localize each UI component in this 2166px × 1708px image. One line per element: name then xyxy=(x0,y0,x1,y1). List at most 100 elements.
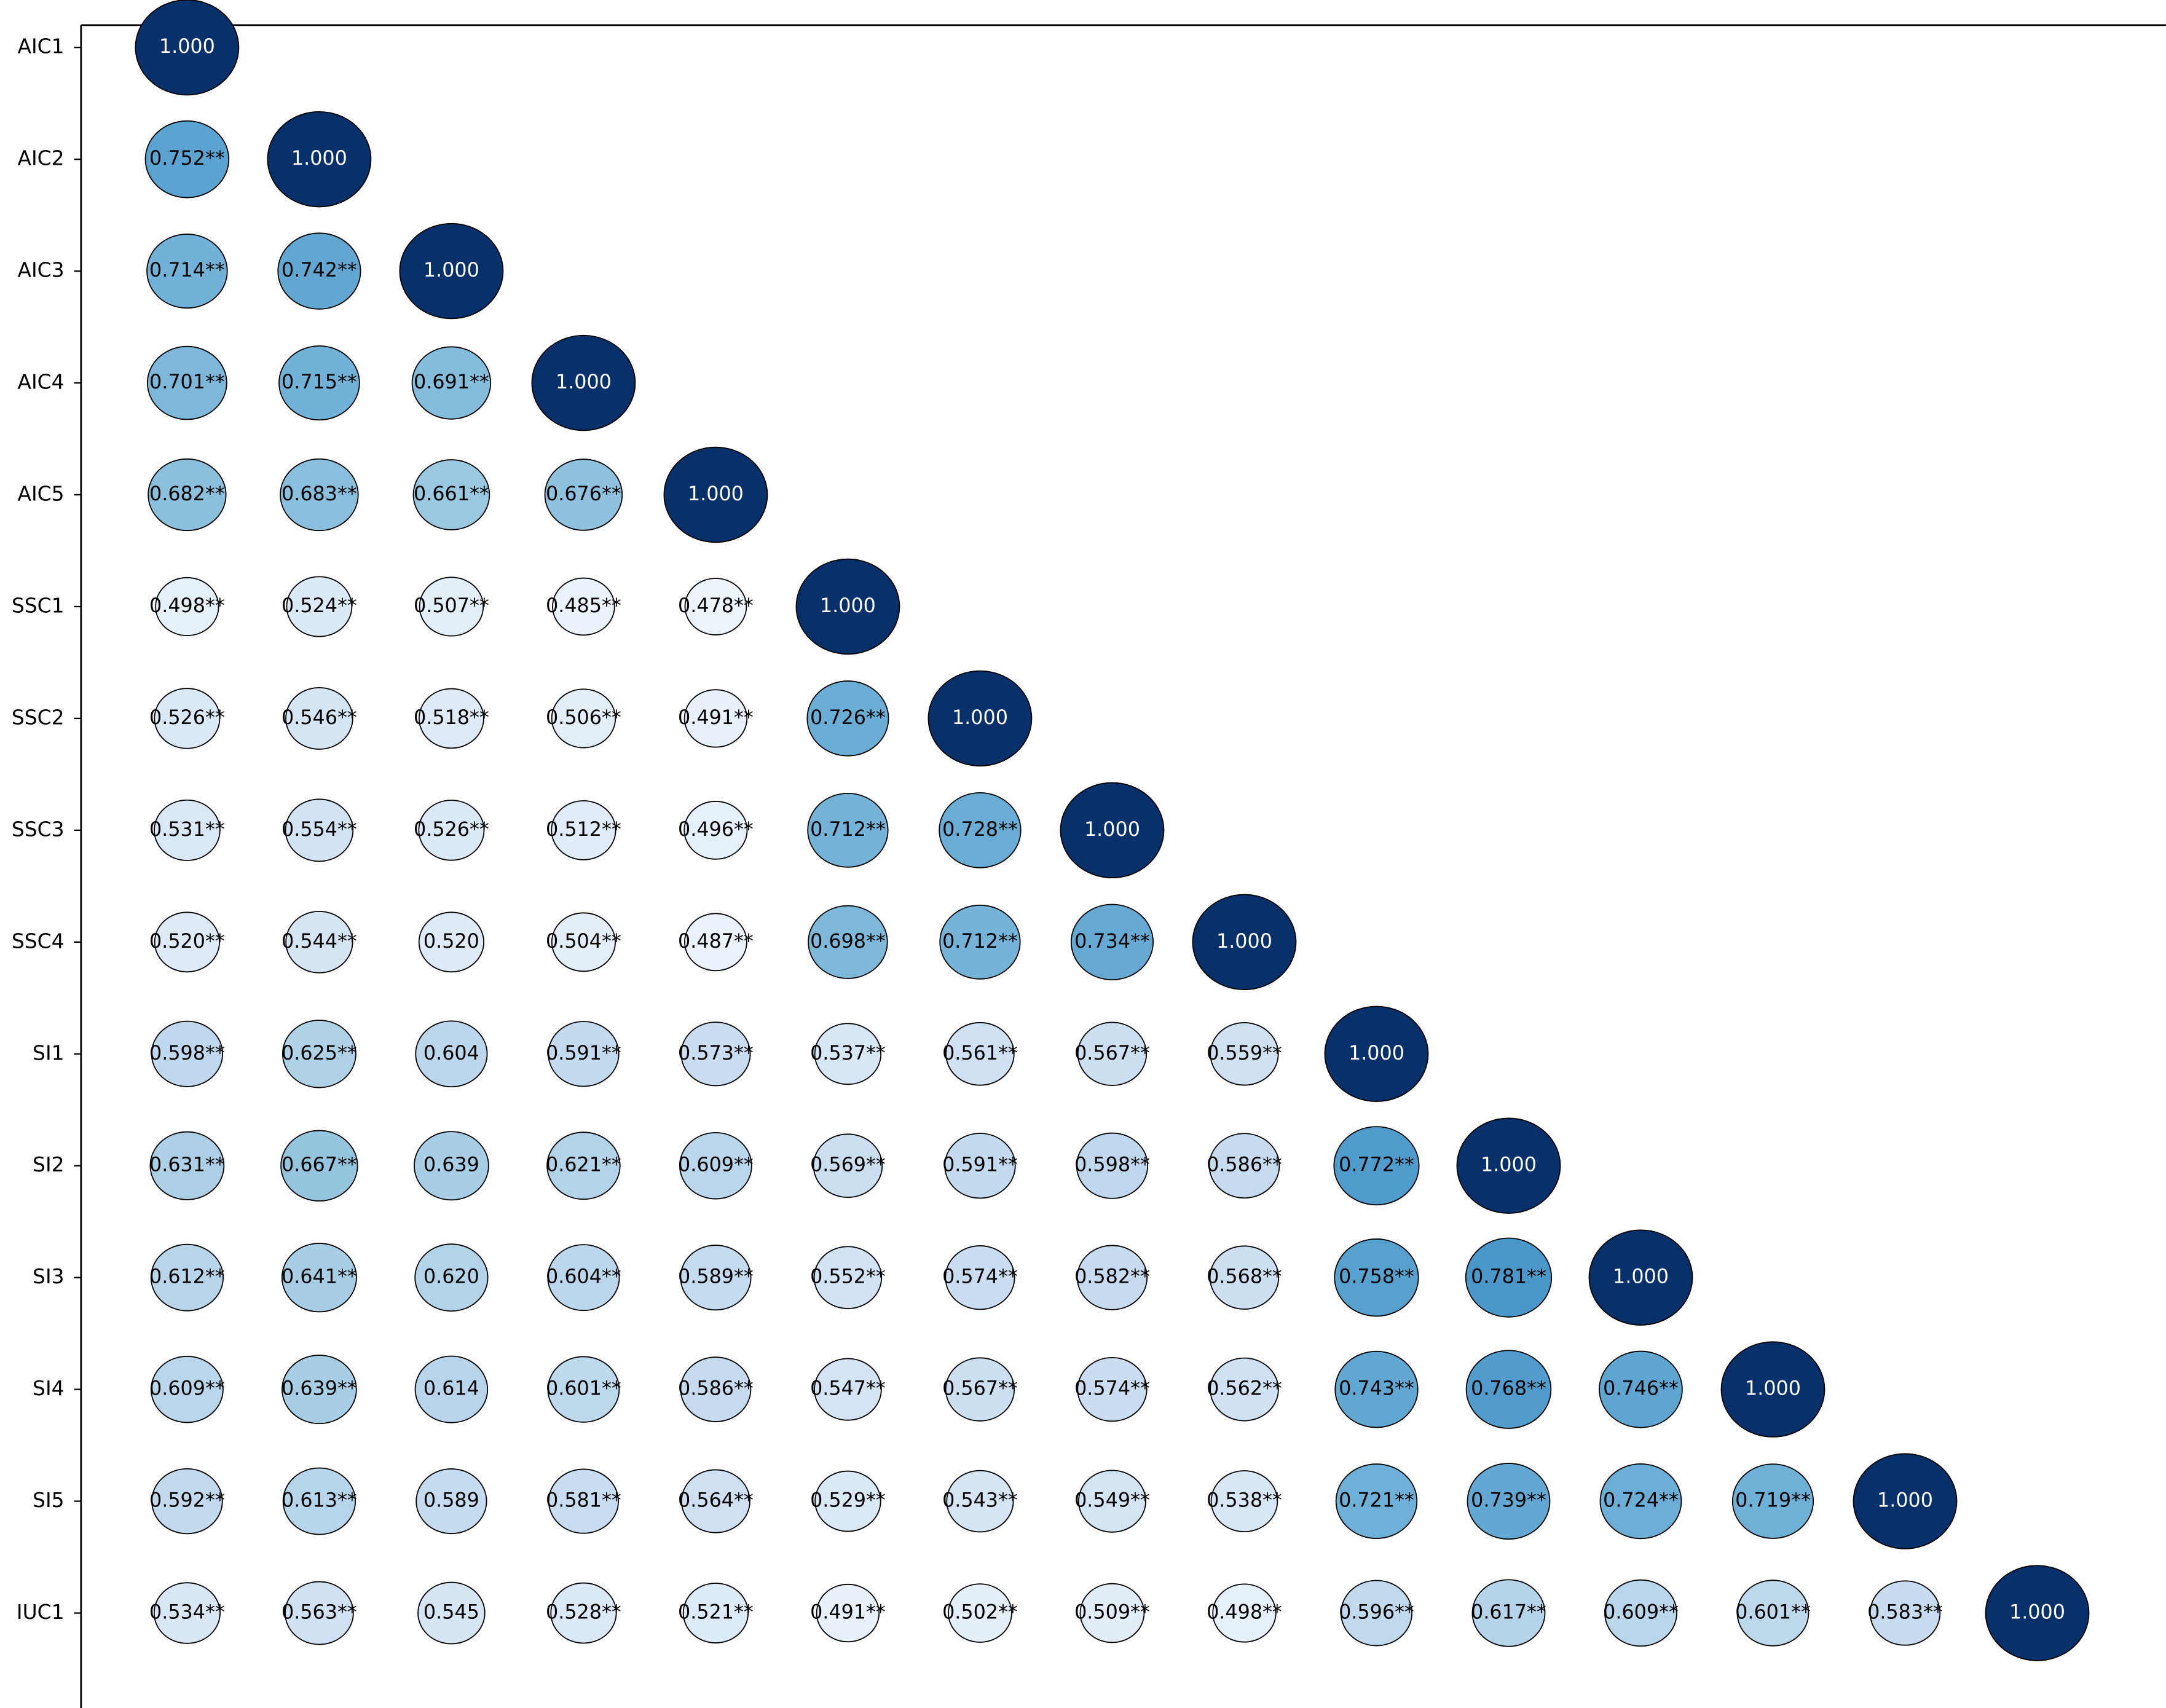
value-label: 0.498** xyxy=(149,595,225,617)
correlation-bubble xyxy=(1070,903,1154,981)
correlation-bubble xyxy=(1208,1133,1280,1199)
correlation-bubble xyxy=(1985,1565,2090,1661)
correlation-bubble xyxy=(1465,1350,1552,1429)
value-label: 0.534** xyxy=(149,1602,225,1624)
value-label: 0.661** xyxy=(414,483,489,505)
value-label: 0.614 xyxy=(423,1378,479,1400)
correlation-bubble xyxy=(1333,1126,1420,1206)
correlation-bubble xyxy=(153,1582,221,1644)
correlation-bubble xyxy=(1731,1463,1814,1539)
value-label: 0.734** xyxy=(1074,931,1150,953)
value-label: 0.714** xyxy=(149,259,225,281)
correlation-bubble xyxy=(1720,1341,1825,1438)
y-tick-label: SSC4 xyxy=(12,929,65,953)
value-label: 0.506** xyxy=(546,707,621,729)
value-label: 1.000 xyxy=(2009,1602,2065,1624)
value-label: 0.609** xyxy=(1603,1602,1679,1624)
y-tick-label: SI5 xyxy=(33,1488,65,1512)
y-tick-label: SSC2 xyxy=(12,705,65,729)
correlation-bubble xyxy=(285,798,354,862)
correlation-bubble xyxy=(1869,1580,1941,1646)
value-label: 0.639** xyxy=(282,1378,357,1400)
correlation-bubble xyxy=(814,1023,882,1085)
correlation-bubble xyxy=(1212,1583,1277,1643)
y-tick-label: IUC1 xyxy=(17,1600,65,1624)
y-tick-label: SI3 xyxy=(33,1264,65,1288)
value-label: 0.768** xyxy=(1471,1378,1546,1400)
correlation-bubble xyxy=(680,1469,750,1533)
correlation-bubble xyxy=(154,688,221,749)
correlation-bubble xyxy=(684,578,747,636)
correlation-bubble xyxy=(146,234,228,309)
value-label: 0.589 xyxy=(423,1490,479,1512)
value-label: 0.547** xyxy=(810,1378,886,1400)
correlation-bubble xyxy=(548,1021,620,1087)
value-label: 0.538** xyxy=(1207,1490,1282,1512)
value-label: 1.000 xyxy=(1481,1154,1537,1176)
correlation-bubble xyxy=(1077,1356,1148,1422)
correlation-bubble xyxy=(531,334,636,431)
value-label: 0.574** xyxy=(1074,1378,1150,1400)
correlation-bubble xyxy=(282,1020,356,1088)
correlation-bubble xyxy=(945,1245,1015,1310)
correlation-bubble xyxy=(1210,1022,1279,1086)
correlation-bubble xyxy=(284,1581,354,1645)
value-label: 1.000 xyxy=(820,595,876,617)
value-label: 0.592** xyxy=(149,1490,225,1512)
value-label: 0.563** xyxy=(282,1602,357,1624)
value-label: 0.604** xyxy=(546,1266,621,1288)
correlation-bubble xyxy=(946,1470,1014,1533)
correlation-bubble xyxy=(546,1131,621,1200)
correlation-bubble xyxy=(414,1243,489,1312)
correlation-bubble xyxy=(1335,1463,1418,1540)
correlation-bubble xyxy=(544,458,623,531)
value-label: 0.485** xyxy=(546,595,621,617)
value-label: 0.567** xyxy=(1074,1042,1150,1065)
value-label: 0.676** xyxy=(546,483,621,505)
correlation-bubble xyxy=(415,1020,488,1088)
value-label: 0.573** xyxy=(678,1042,754,1065)
correlation-bubble xyxy=(816,1583,880,1643)
value-label: 0.554** xyxy=(282,819,357,841)
value-label: 0.641** xyxy=(282,1266,357,1288)
value-label: 1.000 xyxy=(1084,819,1140,841)
correlation-bubble xyxy=(1210,1357,1279,1422)
correlation-bubble xyxy=(1599,1463,1682,1540)
y-tick-label: AIC2 xyxy=(17,146,64,170)
value-label: 0.549** xyxy=(1074,1490,1150,1512)
value-label: 0.582** xyxy=(1074,1266,1150,1288)
value-label: 1.000 xyxy=(159,36,215,58)
correlation-bubble xyxy=(281,1243,357,1313)
value-label: 0.781** xyxy=(1471,1266,1546,1288)
value-label: 1.000 xyxy=(1877,1490,1933,1512)
value-label: 0.598** xyxy=(1074,1154,1150,1176)
correlation-bubble xyxy=(418,800,485,861)
correlation-bubble xyxy=(547,1244,620,1312)
correlation-bubble xyxy=(1077,1470,1146,1533)
correlation-bubble xyxy=(1471,1579,1546,1647)
correlation-bubble xyxy=(282,1355,357,1425)
correlation-bubble xyxy=(415,1468,487,1535)
correlation-bubble xyxy=(945,1021,1015,1086)
correlation-bubble xyxy=(1736,1580,1810,1647)
value-label: 0.518** xyxy=(414,707,489,729)
value-label: 0.478** xyxy=(678,595,754,617)
correlation-bubble xyxy=(148,458,227,532)
correlation-bubble xyxy=(417,1581,486,1645)
value-label: 0.564** xyxy=(678,1490,754,1512)
value-label: 0.591** xyxy=(942,1154,1018,1176)
correlation-bubble xyxy=(813,1133,883,1198)
value-label: 0.742** xyxy=(282,259,357,281)
correlation-bubble xyxy=(1077,1021,1148,1086)
correlation-bubble xyxy=(939,904,1021,980)
correlation-bubble xyxy=(282,1467,356,1535)
value-label: 1.000 xyxy=(1745,1378,1801,1400)
value-label: 0.613** xyxy=(282,1490,357,1512)
value-label: 0.586** xyxy=(678,1378,754,1400)
correlation-bubble xyxy=(399,222,504,320)
correlation-bubble xyxy=(154,799,221,861)
value-label: 0.743** xyxy=(1339,1378,1414,1400)
value-label: 0.491** xyxy=(678,707,754,729)
correlation-bubble xyxy=(1192,894,1297,991)
